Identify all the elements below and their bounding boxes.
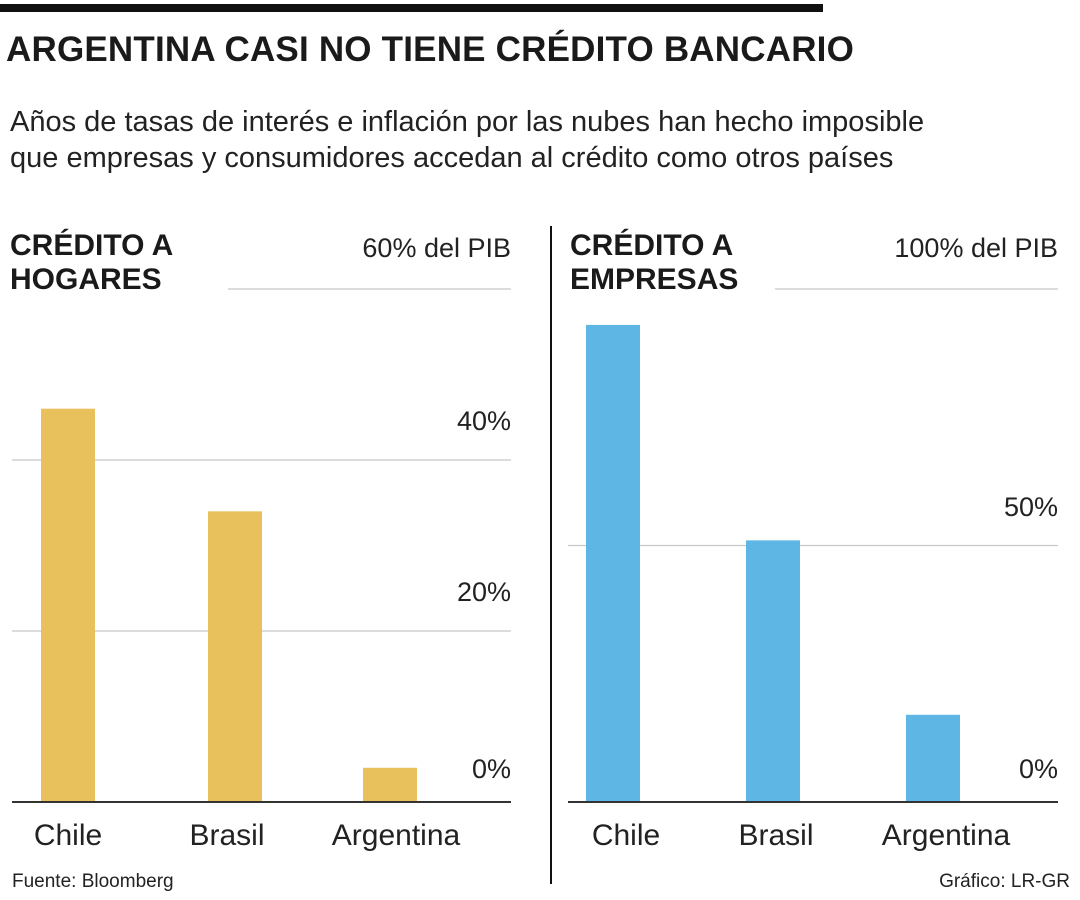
empresas-category-label-chile: Chile [592,819,660,852]
hogares-tick-label-60: 60% del PIB [362,233,511,263]
page-subtitle: Años de tasas de interés e inflación por… [10,104,1070,176]
source-note: Fuente: Bloomberg [12,871,174,892]
top-rule [0,4,823,12]
empresas-tick-label-100: 100% del PIB [894,233,1058,263]
empresas-bar-brasil [746,540,800,802]
hogares-title-line-2: HOGARES [10,263,162,296]
empresas-category-label-brasil: Brasil [738,819,813,852]
page-title: ARGENTINA CASI NO TIENE CRÉDITO BANCARIO [6,30,855,69]
hogares-chart-title: CRÉDITO A HOGARES [10,229,173,297]
hogares-tick-label-0: 0% [471,754,511,784]
hogares-category-label-brasil: Brasil [189,819,264,852]
hogares-category-label-chile: Chile [34,819,102,852]
hogares-category-label-argentina: Argentina [332,819,461,852]
subtitle-line-1: Años de tasas de interés e inflación por… [10,106,925,138]
hogares-tick-label-40: 40% [456,406,511,436]
graphic-credit: Gráfico: LR-GR [939,871,1070,892]
hogares-tick-label-20: 20% [456,577,511,607]
empresas-title-line-2: EMPRESAS [570,263,739,296]
panel-divider [550,226,552,884]
empresas-title-line-1: CRÉDITO A [570,229,734,262]
hogares-bar-brasil [208,511,262,802]
empresas-bar-chile [586,324,640,802]
hogares-bar-chile [41,408,95,802]
empresas-tick-label-0: 0% [1018,754,1058,784]
empresas-tick-label-50: 50% [1003,491,1058,522]
empresas-category-label-argentina: Argentina [882,819,1011,852]
hogares-bar-argentina [363,767,417,802]
subtitle-line-2: que empresas y consumidores accedan al c… [10,142,894,174]
empresas-bar-argentina [906,714,960,802]
empresas-chart-title: CRÉDITO A EMPRESAS [570,229,738,297]
hogares-title-line-1: CRÉDITO A [10,229,174,262]
